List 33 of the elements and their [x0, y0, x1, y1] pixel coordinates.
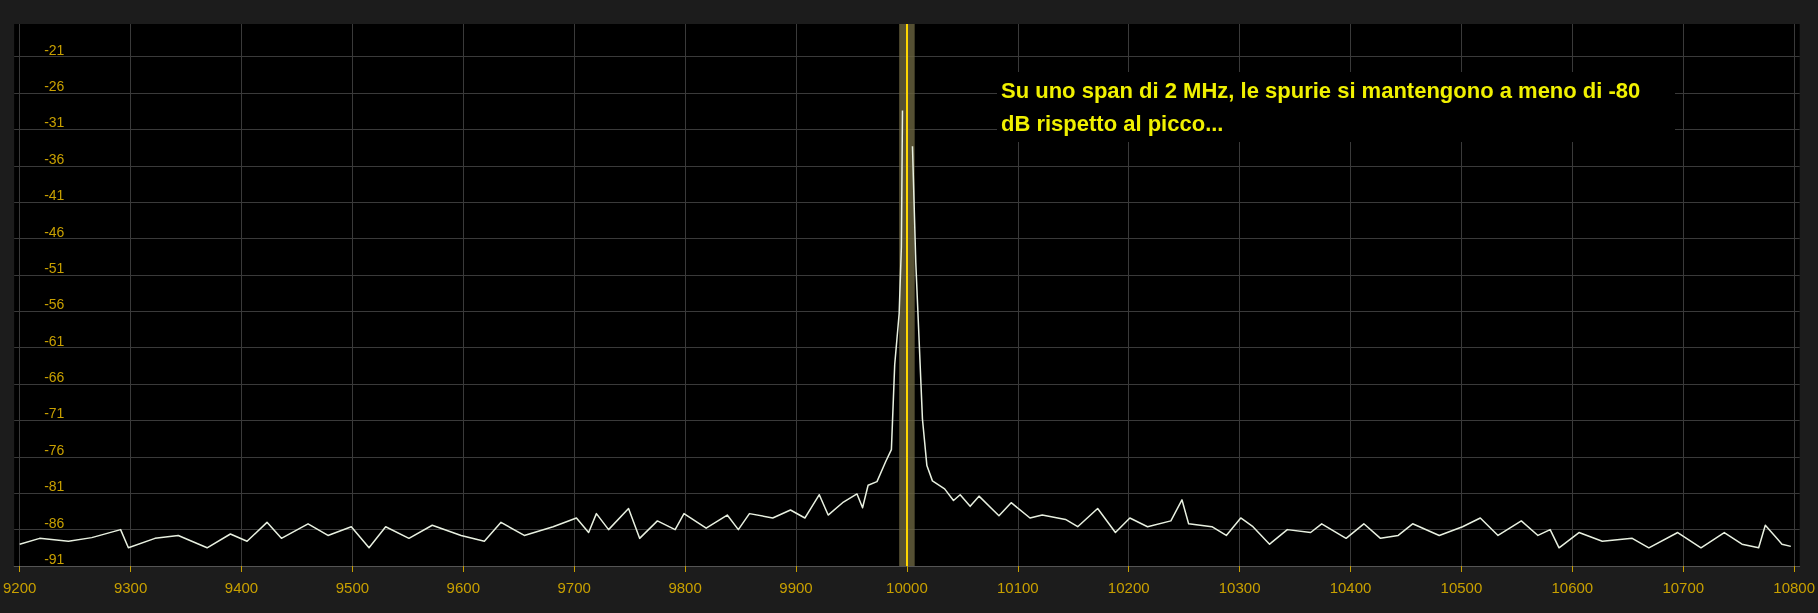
- y-tick-label: -56: [44, 296, 65, 313]
- x-tick-label: 10300: [1218, 579, 1261, 596]
- y-tick-label: -31: [44, 114, 65, 131]
- x-tick-label: 9600: [446, 579, 480, 596]
- y-tick-label: -71: [44, 405, 65, 422]
- y-tick-label: -91: [44, 551, 65, 567]
- x-tick-label: 9400: [224, 579, 259, 596]
- x-tick-label: 9300: [113, 579, 148, 596]
- x-tick-label: 10800: [1773, 579, 1816, 596]
- x-tick-label: 10600: [1551, 579, 1594, 596]
- x-tick-label: 10100: [996, 579, 1039, 596]
- x-tick-label: 10000: [886, 579, 928, 596]
- y-tick-label: -21: [44, 41, 65, 58]
- x-tick-label: 9900: [779, 579, 813, 596]
- y-tick-label: -66: [44, 369, 65, 386]
- x-tick-label: 10700: [1662, 579, 1705, 596]
- y-tick-label: -26: [44, 78, 65, 95]
- x-tick-label: 9700: [557, 579, 591, 596]
- y-tick-label: -36: [44, 150, 65, 167]
- annotation: Su uno span di 2 MHz, le spurie si mantengono a meno di -80 dB rispetto al picco...: [1001, 78, 1647, 136]
- y-tick-label: -81: [44, 478, 65, 495]
- y-tick-label: -76: [44, 441, 65, 458]
- y-tick-label: -46: [44, 223, 65, 240]
- x-tick-label: 9200: [3, 579, 37, 596]
- x-tick-label: 9500: [335, 579, 370, 596]
- y-tick-label: -61: [44, 332, 65, 349]
- x-tick-label: 9800: [668, 579, 702, 596]
- x-tick-label: 10400: [1329, 579, 1372, 596]
- x-tick-label: 10200: [1107, 579, 1150, 596]
- x-tick-label: 10500: [1440, 579, 1483, 596]
- y-tick-label: -86: [44, 514, 65, 531]
- y-tick-label: -41: [44, 187, 65, 204]
- y-tick-label: -51: [44, 259, 65, 276]
